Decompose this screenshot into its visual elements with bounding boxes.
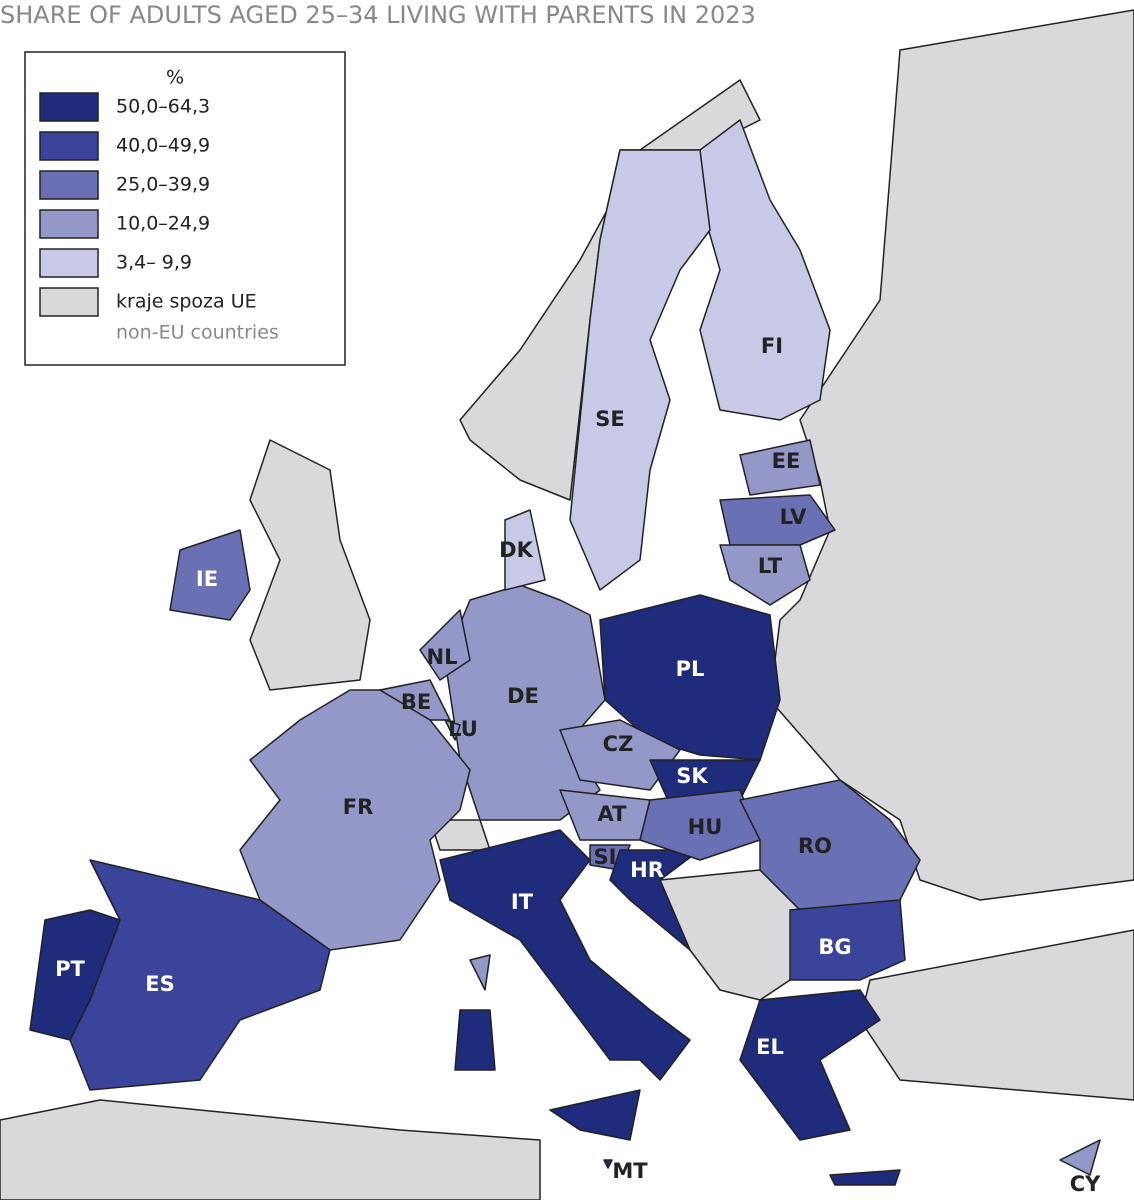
land	[769, 9, 1134, 901]
country	[29, 909, 121, 1041]
country-label: FR	[343, 795, 374, 819]
legend-sublabel: non-EU countries	[116, 322, 279, 344]
country-label: SI	[594, 845, 617, 869]
country-label: IE	[196, 567, 218, 591]
country-label: CY	[1070, 1172, 1101, 1196]
island	[469, 954, 491, 991]
country	[439, 829, 691, 1081]
country-label: FI	[761, 334, 783, 358]
country-label: BE	[401, 690, 431, 714]
country-label: PL	[676, 657, 705, 681]
country-label: DE	[507, 684, 539, 708]
country-label: MT	[612, 1159, 648, 1183]
legend-swatch	[39, 92, 99, 122]
eu	[29, 119, 1101, 1186]
island	[829, 1169, 901, 1186]
country-label: SE	[595, 407, 624, 431]
country-label: NL	[427, 645, 458, 669]
country-label: BG	[818, 935, 851, 959]
country-label: HR	[630, 858, 664, 882]
country-label: LT	[758, 554, 783, 578]
country	[569, 149, 711, 591]
legend-label: 40,0–49,9	[116, 135, 210, 157]
country-label: HU	[688, 815, 723, 839]
country-label: EL	[756, 1035, 784, 1059]
country	[719, 494, 836, 546]
country	[603, 1159, 613, 1169]
island	[454, 1009, 496, 1071]
legend: % 50,0–64,3 40,0–49,9 25,0–39,9 10,0–24,9 3,…	[24, 51, 346, 366]
land	[249, 439, 371, 691]
legend-label: 50,0–64,3	[116, 96, 210, 118]
legend-label: kraje spoza UE	[116, 291, 257, 313]
legend-label: 25,0–39,9	[116, 174, 210, 196]
country-label: RO	[798, 834, 832, 858]
legend-swatch	[39, 287, 99, 317]
country-label: LU	[448, 717, 478, 741]
legend-unit: %	[166, 67, 184, 89]
country	[1059, 1139, 1101, 1176]
country	[639, 789, 761, 861]
land	[0, 1099, 541, 1200]
legend-swatch	[39, 248, 99, 278]
country-label: CZ	[603, 732, 634, 756]
map-title: SHARE OF ADULTS AGED 25–34 LIVING WITH P…	[0, 1, 756, 29]
country	[169, 529, 251, 621]
non-eu	[0, 9, 1134, 1200]
legend-swatch	[39, 131, 99, 161]
legend-label: 10,0–24,9	[116, 213, 210, 235]
country-label: AT	[598, 802, 628, 826]
country-labels: FI SE EE LV LT PL DE NL BE LU DK FR CZ S…	[55, 334, 1101, 1196]
country	[239, 689, 471, 951]
island	[549, 1089, 641, 1141]
country	[739, 439, 821, 496]
legend-swatch	[39, 209, 99, 239]
country	[719, 544, 811, 606]
country	[789, 899, 906, 981]
country	[444, 719, 461, 741]
country-label: LV	[780, 505, 807, 529]
country-label: ES	[145, 972, 174, 996]
country	[699, 119, 831, 421]
country-label: EE	[772, 449, 801, 473]
country-label: PT	[55, 957, 85, 981]
country	[504, 509, 546, 591]
country	[739, 989, 881, 1141]
country	[419, 609, 471, 681]
legend-swatch	[39, 170, 99, 200]
legend-label: 3,4– 9,9	[116, 252, 192, 274]
country-label: IT	[511, 890, 534, 914]
country-label: SK	[676, 764, 708, 788]
country-label: DK	[499, 538, 533, 562]
